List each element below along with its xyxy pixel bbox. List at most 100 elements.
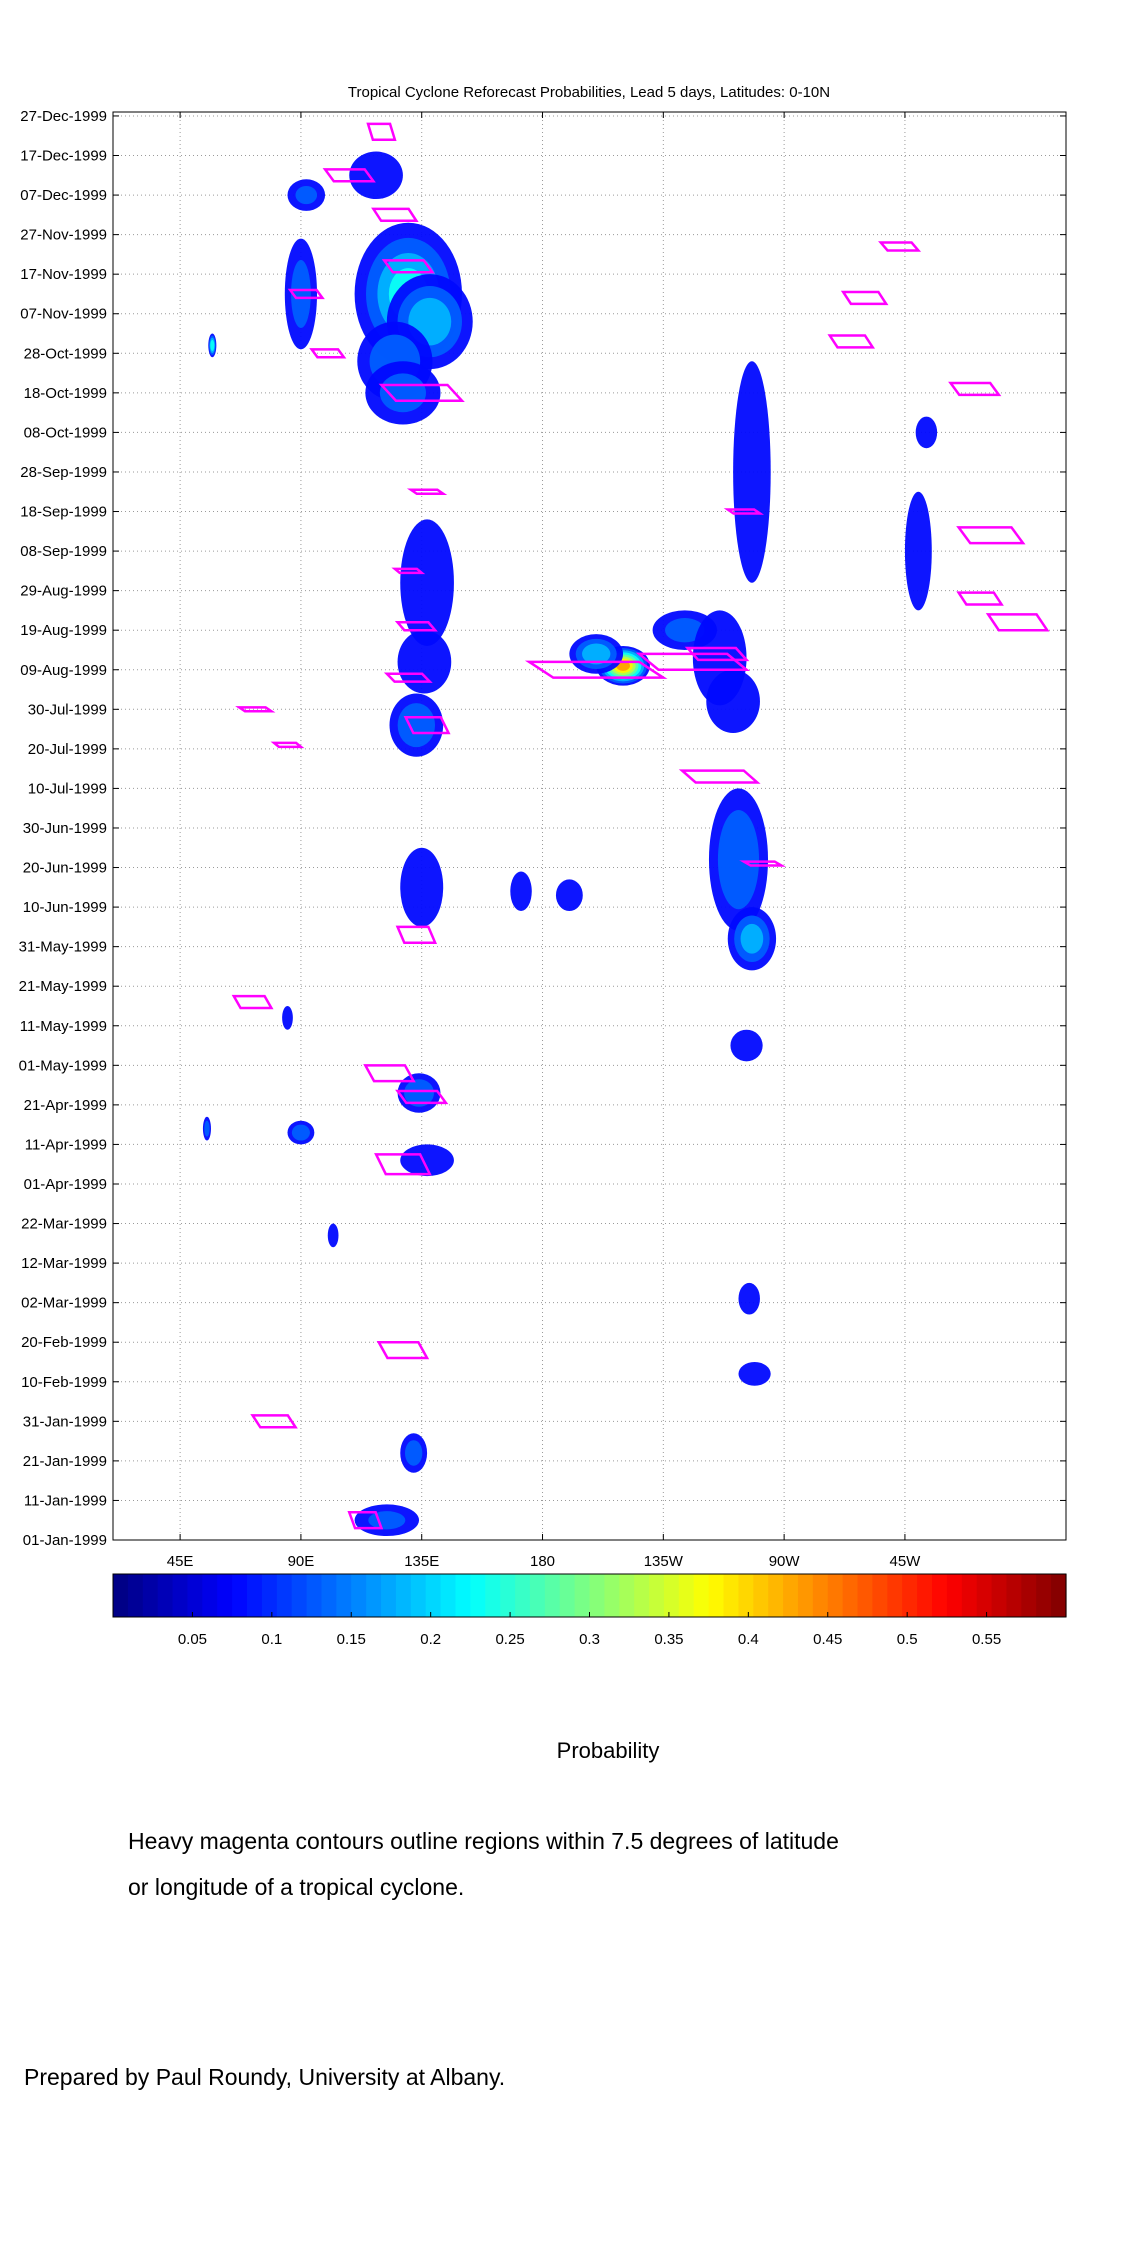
probability-level bbox=[291, 259, 311, 328]
y-tick-label: 18-Oct-1999 bbox=[24, 385, 107, 402]
x-tick-label: 90E bbox=[288, 1553, 315, 1570]
probability-blob bbox=[400, 519, 454, 647]
colorbar-segment bbox=[902, 1574, 918, 1617]
colorbar-segment bbox=[113, 1574, 129, 1617]
colorbar-segment bbox=[619, 1574, 635, 1617]
probability-level bbox=[904, 491, 932, 611]
y-tick-label: 21-May-1999 bbox=[19, 978, 107, 995]
colorbar-segment bbox=[768, 1574, 784, 1617]
tc-contour bbox=[827, 334, 876, 349]
probability-level bbox=[738, 1361, 771, 1386]
colorbar-segment bbox=[723, 1574, 740, 1617]
colorbar-segment bbox=[604, 1574, 620, 1617]
colorbar-segment bbox=[336, 1574, 352, 1617]
y-tick-label: 02-Mar-1999 bbox=[21, 1295, 107, 1312]
tc-contour bbox=[395, 1089, 449, 1105]
caption-note-line-1: Heavy magenta contours outline regions w… bbox=[128, 1828, 839, 1854]
colorbar-segment bbox=[917, 1574, 933, 1617]
probability-level bbox=[717, 810, 760, 910]
probability-blob bbox=[354, 1504, 420, 1537]
probability-blob bbox=[904, 491, 932, 611]
colorbar: 0.05 0.1 0.15 0.2 0.25 0.3 0.35 0.4 0.45 0.5 0.55 bbox=[112, 1573, 1067, 1648]
probability-level bbox=[738, 1282, 760, 1315]
probability-level bbox=[291, 1124, 310, 1141]
probability-level bbox=[706, 669, 760, 734]
tc-contour bbox=[395, 925, 438, 944]
y-tick-label: 22-Mar-1999 bbox=[21, 1216, 107, 1233]
colorbar-segment bbox=[559, 1574, 576, 1617]
colorbar-segment bbox=[187, 1574, 203, 1617]
x-tick-label: 45W bbox=[890, 1553, 922, 1570]
colorbar-tick-label: 0.1 bbox=[261, 1631, 282, 1648]
probability-blob bbox=[733, 361, 771, 583]
probability-blob bbox=[915, 416, 938, 449]
colorbar-segment bbox=[649, 1574, 665, 1617]
grid bbox=[113, 112, 1066, 1541]
colorbar-segment bbox=[425, 1574, 442, 1617]
credit-text: Prepared by Paul Roundy, University at A… bbox=[24, 2064, 506, 2090]
tc-contour bbox=[287, 288, 325, 300]
colorbar-tick-label: 0.05 bbox=[178, 1631, 207, 1648]
y-tick-label: 18-Sep-1999 bbox=[20, 504, 107, 521]
colorbar-segment bbox=[142, 1574, 159, 1617]
probability-level bbox=[349, 151, 403, 200]
colorbar-segment bbox=[887, 1574, 903, 1617]
probability-blob bbox=[397, 1073, 441, 1113]
probability-blob bbox=[706, 669, 760, 734]
y-tick-label: 21-Jan-1999 bbox=[23, 1453, 107, 1470]
probability-level bbox=[665, 618, 705, 643]
plot-area bbox=[113, 112, 1066, 1540]
y-tick-label: 17-Dec-1999 bbox=[20, 148, 107, 165]
tc-contour bbox=[948, 381, 1002, 397]
colorbar-segment bbox=[753, 1574, 769, 1617]
probability-blob bbox=[208, 333, 217, 358]
colorbar-segment bbox=[321, 1574, 337, 1617]
colorbar-segment bbox=[247, 1574, 263, 1617]
probability-blob bbox=[400, 1144, 454, 1177]
y-tick-label: 08-Oct-1999 bbox=[24, 424, 107, 441]
probability-blob bbox=[397, 630, 452, 694]
probability-blob bbox=[510, 871, 532, 912]
caption-note-line-2: or longitude of a tropical cyclone. bbox=[128, 1874, 465, 1900]
tc-contour bbox=[383, 672, 433, 683]
probability-blob bbox=[389, 693, 444, 757]
y-tick-label: 27-Dec-1999 bbox=[20, 108, 107, 125]
colorbar-segment bbox=[306, 1574, 323, 1617]
tc-contours bbox=[231, 122, 1050, 1530]
probability-blob bbox=[400, 1433, 428, 1473]
caption-note: Heavy magenta contours outline regions w… bbox=[128, 1818, 948, 1910]
y-tick-label: 21-Apr-1999 bbox=[24, 1097, 107, 1114]
probability-blob bbox=[400, 847, 444, 927]
x-axis: 45E 90E 135E 180 135W 90W 45W bbox=[167, 112, 921, 1570]
probability-level bbox=[400, 847, 444, 927]
colorbar-segment bbox=[470, 1574, 486, 1617]
probability-level bbox=[582, 643, 611, 665]
y-tick-label: 28-Sep-1999 bbox=[20, 464, 107, 481]
colorbar-segment bbox=[961, 1574, 978, 1617]
y-tick-label: 12-Mar-1999 bbox=[21, 1255, 107, 1272]
colorbar-segment bbox=[515, 1574, 531, 1617]
colorbar-title: Probability bbox=[557, 1738, 660, 1763]
probability-blob bbox=[727, 907, 777, 971]
tc-contour bbox=[524, 660, 668, 679]
probability-level bbox=[733, 361, 771, 583]
tc-contour bbox=[956, 526, 1026, 545]
tc-contour bbox=[840, 290, 889, 306]
tc-contour bbox=[374, 1153, 432, 1176]
tc-contour bbox=[403, 715, 451, 735]
y-tick-label: 20-Jul-1999 bbox=[28, 741, 107, 758]
probability-blob bbox=[555, 879, 583, 912]
colorbar-segment bbox=[455, 1574, 471, 1617]
colorbar-segment bbox=[127, 1574, 144, 1617]
y-tick-label: 28-Oct-1999 bbox=[24, 345, 107, 362]
colorbar-segment bbox=[783, 1574, 799, 1617]
tc-contour bbox=[391, 567, 426, 575]
y-tick-label: 08-Sep-1999 bbox=[20, 543, 107, 560]
y-tick-label: 31-Jan-1999 bbox=[23, 1413, 107, 1430]
tc-contour bbox=[378, 383, 465, 403]
probability-blob bbox=[287, 179, 326, 211]
colorbar-tick-label: 0.45 bbox=[813, 1631, 842, 1648]
y-tick-label: 30-Jun-1999 bbox=[23, 820, 107, 837]
colorbar-segment bbox=[574, 1574, 591, 1617]
tc-contour bbox=[985, 613, 1050, 632]
